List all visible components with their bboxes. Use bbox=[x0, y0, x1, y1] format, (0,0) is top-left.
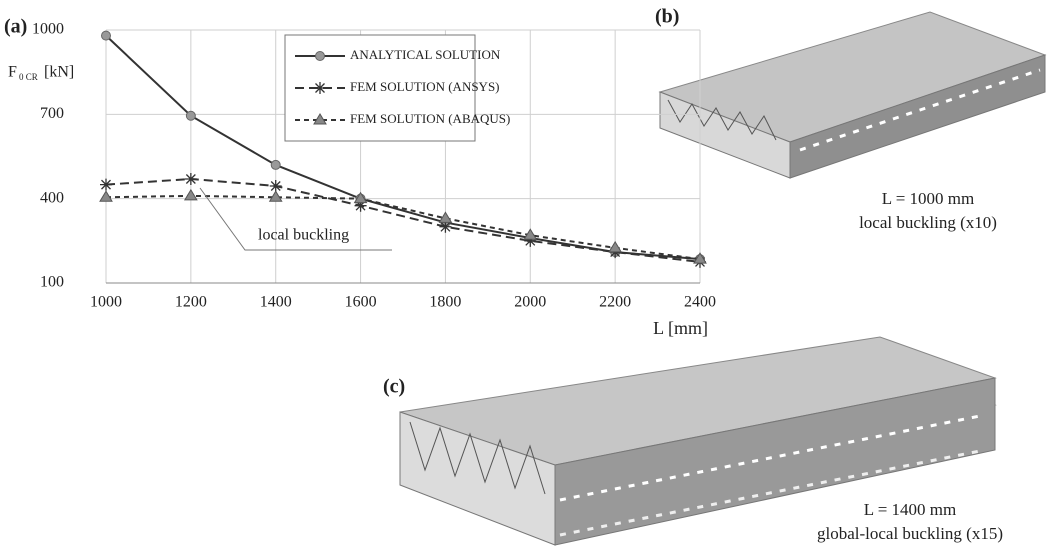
x-tick-label: 2200 bbox=[599, 294, 631, 311]
y-tick-label: 400 bbox=[40, 189, 64, 206]
panel-length: L = 1400 mm bbox=[864, 500, 957, 519]
x-tick-label: 1200 bbox=[175, 294, 207, 311]
point bbox=[316, 52, 325, 61]
x-tick-label: 1800 bbox=[429, 294, 461, 311]
panel-b-plate bbox=[660, 12, 1045, 178]
legend-label: FEM SOLUTION (ANSYS) bbox=[350, 79, 500, 94]
panel-caption: local buckling (x10) bbox=[859, 213, 997, 232]
y-tick-label: 100 bbox=[40, 274, 64, 291]
point bbox=[270, 180, 282, 192]
y-tick-label: 700 bbox=[40, 105, 64, 122]
x-tick-label: 2000 bbox=[514, 294, 546, 311]
point bbox=[186, 111, 195, 120]
point bbox=[185, 190, 197, 200]
annotation: local buckling bbox=[258, 227, 349, 244]
y-label-symbol: F bbox=[8, 64, 17, 81]
point bbox=[102, 31, 111, 40]
legend-label: FEM SOLUTION (ABAQUS) bbox=[350, 111, 510, 126]
panel-label: (c) bbox=[383, 376, 405, 398]
panel-length: L = 1000 mm bbox=[882, 189, 975, 208]
y-tick-label: 1000 bbox=[32, 21, 64, 38]
legend-label: ANALYTICAL SOLUTION bbox=[350, 47, 501, 62]
point bbox=[185, 173, 197, 185]
figure: 1000 1200 1400 1600 1800 2000 2200 2400 100 400 70… bbox=[0, 0, 1059, 553]
panel-label: (a) bbox=[4, 16, 27, 38]
y-label-unit: [kN] bbox=[44, 64, 74, 81]
x-tick-label: 2400 bbox=[684, 294, 716, 311]
point bbox=[609, 242, 621, 252]
point bbox=[314, 82, 326, 94]
panel-caption: global-local buckling (x15) bbox=[817, 524, 1003, 543]
panel-label: (b) bbox=[655, 6, 679, 28]
x-label: L [mm] bbox=[653, 318, 708, 338]
y-label-subscript: 0 CR bbox=[19, 72, 38, 82]
x-tick-label: 1400 bbox=[260, 294, 292, 311]
point bbox=[271, 160, 280, 169]
x-tick-label: 1600 bbox=[345, 294, 377, 311]
x-tick-label: 1000 bbox=[90, 294, 122, 311]
point bbox=[100, 179, 112, 191]
